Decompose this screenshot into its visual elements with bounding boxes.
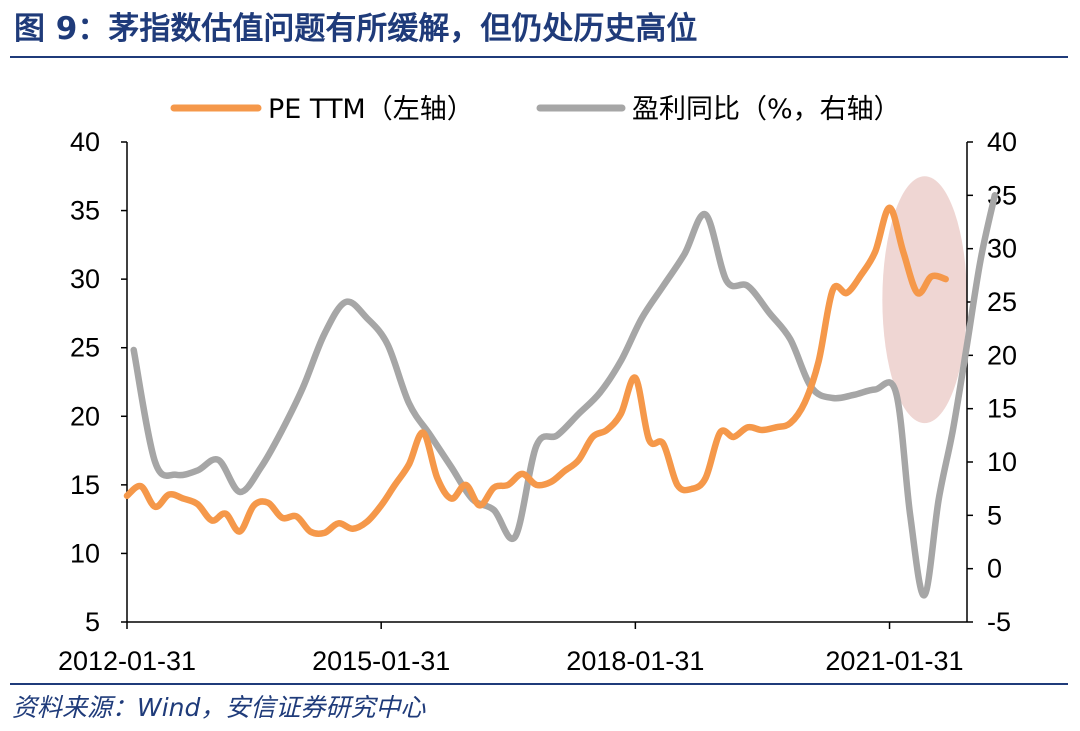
right-tick-label: 15 [987,394,1017,424]
top-rule [10,56,1068,58]
series-line-pe-ttm [123,204,949,537]
figure-title: 图 9：茅指数估值问题有所缓解，但仍处历史高位 [14,11,698,47]
left-tick-label: 30 [70,264,100,294]
right-tick-label: -5 [987,607,1011,637]
left-tick-label: 20 [70,401,100,431]
right-tick-label: 30 [987,234,1017,264]
left-tick-label: 5 [85,607,100,637]
x-tick-label: 2021-01-31 [825,646,963,676]
highlight-ellipse [882,176,967,424]
left-tick-label: 35 [70,196,100,226]
left-tick-label: 25 [70,333,100,363]
series-layer [123,192,999,599]
highlight-layer [882,176,967,424]
right-tick-label: 20 [987,340,1017,370]
right-tick-label: 10 [987,447,1017,477]
legend-label-pe: PE TTM（左轴） [268,94,474,125]
bottom-rule [10,683,1068,685]
source-note: 资料来源：Wind，安信证券研究中心 [12,693,426,722]
series-line-profit-yoy [130,192,999,599]
left-tick-label: 15 [70,470,100,500]
right-tick-label: 40 [987,127,1017,157]
right-tick-label: 0 [987,554,1002,584]
x-tick-label: 2012-01-31 [58,646,196,676]
left-tick-label: 40 [70,127,100,157]
right-tick-label: 5 [987,500,1002,530]
legend-label-profit: 盈利同比（%，右轴） [632,94,901,125]
left-tick-label: 10 [70,538,100,568]
legend: PE TTM（左轴） 盈利同比（%，右轴） [170,94,901,125]
x-tick-label: 2018-01-31 [566,646,704,676]
x-tick-label: 2015-01-31 [312,646,450,676]
right-tick-label: 25 [987,287,1017,317]
axes: 4035302520151054035302520151050-52012-01… [58,127,1017,676]
